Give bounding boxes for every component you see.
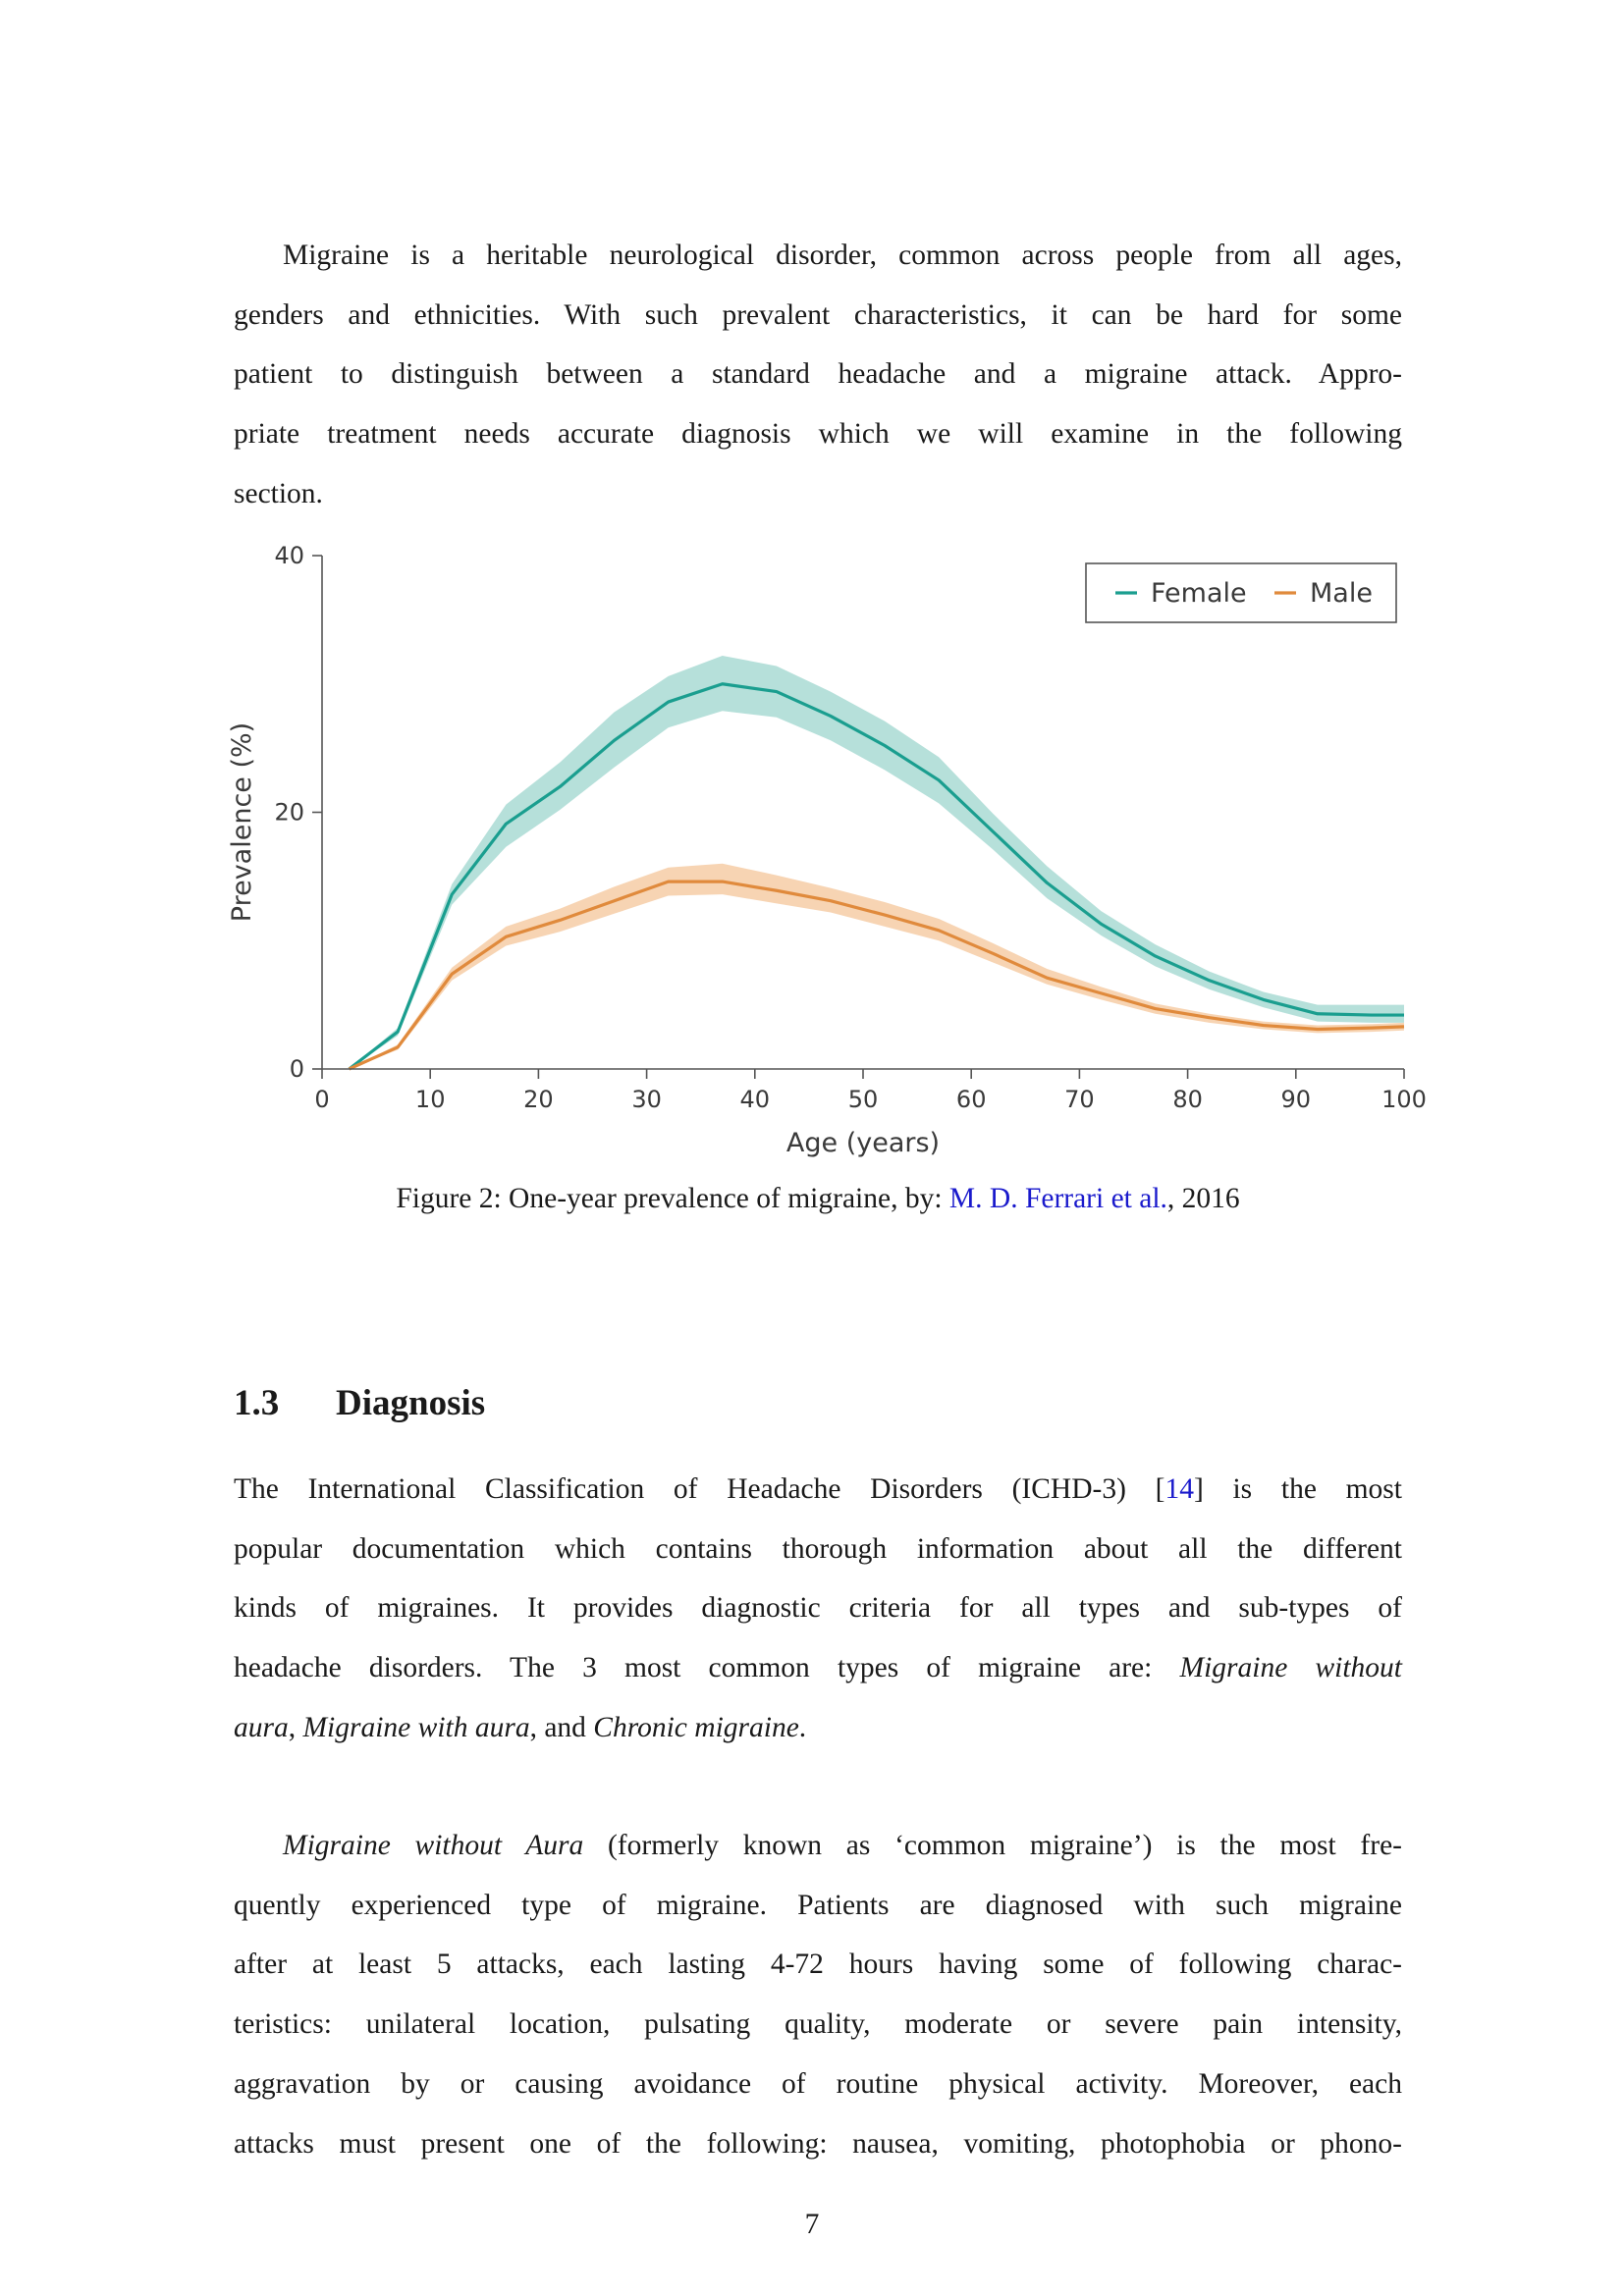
figure-caption: Figure 2: One-year prevalence of migrain… [234, 1183, 1402, 1215]
text-line: quently experienced type of migraine. Pa… [234, 1889, 1402, 1921]
text-line: genders and ethnicities. With such preva… [234, 298, 1402, 331]
x-tick-label: 40 [740, 1086, 771, 1113]
x-tick-label: 50 [848, 1086, 879, 1113]
text-segment: (formerly known as ‘common migraine’) is… [583, 1830, 1402, 1861]
page-number: 7 [804, 2209, 820, 2240]
chart-svg: 0 10 20 30 40 50 60 70 80 90 100 0 20 40 Age (years) Pr… [227, 542, 1427, 1158]
italic-term: Migraine with aura [302, 1711, 530, 1743]
migraine-without-aura-paragraph: Migraine without Aura (formerly known as… [234, 1816, 1402, 2173]
section-number: 1.3 [234, 1383, 280, 1423]
text-segment: headache disorders. The 3 most common ty… [234, 1652, 1180, 1684]
text-line: Migraine without Aura (formerly known as… [234, 1816, 1402, 1876]
text-line: popular documentation which contains tho… [234, 1532, 1402, 1565]
confidence-band-female [349, 655, 1404, 1069]
italic-term: Chronic migraine [593, 1711, 799, 1743]
y-tick-label: 20 [274, 799, 304, 827]
intro-paragraph: Migraine is a heritable neurological dis… [234, 226, 1402, 524]
text-segment: The International Classification of Head… [234, 1473, 1165, 1505]
y-tick-label: 0 [290, 1055, 304, 1083]
text-segment: ] is the most [1193, 1473, 1402, 1505]
x-tick-label: 70 [1064, 1086, 1095, 1113]
caption-citation-link[interactable]: M. D. Ferrari et al. [948, 1183, 1167, 1214]
x-tick-label: 90 [1281, 1086, 1312, 1113]
text-segment: , [288, 1711, 303, 1743]
series-line-female [348, 682, 1404, 1071]
x-tick-label: 10 [415, 1086, 446, 1113]
caption-text: Figure 2: One-year prevalence of migrain… [396, 1183, 949, 1214]
legend-box [1085, 562, 1397, 623]
series-line-male [348, 880, 1405, 1071]
x-tick-label: 20 [523, 1086, 554, 1113]
text-line: teristics: unilateral location, pulsatin… [234, 2008, 1402, 2041]
text-line: attacks must present one of the followin… [234, 2127, 1402, 2160]
text-segment: . [798, 1711, 807, 1743]
x-tick-label: 30 [631, 1086, 662, 1113]
confidence-bands [349, 655, 1404, 1069]
text-line: aggravation by or causing avoidance of r… [234, 2067, 1402, 2100]
text-line: Migraine is a heritable neurological dis… [283, 240, 1402, 271]
x-tick-label: 60 [956, 1086, 987, 1113]
italic-term: Migraine without Aura [283, 1830, 584, 1861]
x-tick-label: 100 [1381, 1086, 1427, 1113]
confidence-band-male [349, 863, 1404, 1069]
italic-term: Migraine without [1179, 1652, 1403, 1684]
diagnosis-paragraph: The International Classification of Head… [234, 1460, 1402, 1758]
y-axis-label: Prevalence (%) [227, 722, 257, 922]
section-title: Diagnosis [336, 1383, 486, 1423]
text-line: The International Classification of Head… [234, 1460, 1402, 1520]
text-line: priate treatment needs accurate diagnosi… [234, 418, 1402, 451]
text-line: after at least 5 attacks, each lasting 4… [234, 1949, 1402, 1981]
y-tick-label: 40 [274, 542, 304, 569]
caption-year: , 2016 [1166, 1183, 1240, 1214]
reference-link[interactable]: 14 [1164, 1473, 1194, 1505]
x-tick-label: 0 [314, 1086, 329, 1113]
text-line: section. [234, 477, 323, 509]
italic-term: aura [234, 1711, 289, 1743]
series-lines [348, 682, 1405, 1071]
chart-legend: Female Male [1085, 562, 1397, 623]
chart-axes: 0 10 20 30 40 50 60 70 80 90 100 0 20 40 Age (years) Pr… [227, 542, 1427, 1158]
legend-label-female: Female [1151, 578, 1247, 609]
prevalence-chart: 0 10 20 30 40 50 60 70 80 90 100 0 20 40 Age (years) Pr… [211, 538, 1434, 1176]
x-tick-label: 80 [1172, 1086, 1203, 1113]
x-axis-label: Age (years) [786, 1128, 940, 1158]
text-line: aura, Migraine with aura, and Chronic mi… [234, 1698, 1402, 1758]
legend-label-male: Male [1310, 578, 1373, 609]
text-line: headache disorders. The 3 most common ty… [234, 1638, 1402, 1698]
text-line: kinds of migraines. It provides diagnost… [234, 1592, 1402, 1625]
section-heading: 1.3 Diagnosis [234, 1382, 485, 1424]
text-line: patient to distinguish between a standar… [234, 358, 1402, 391]
text-segment: , and [529, 1711, 594, 1743]
